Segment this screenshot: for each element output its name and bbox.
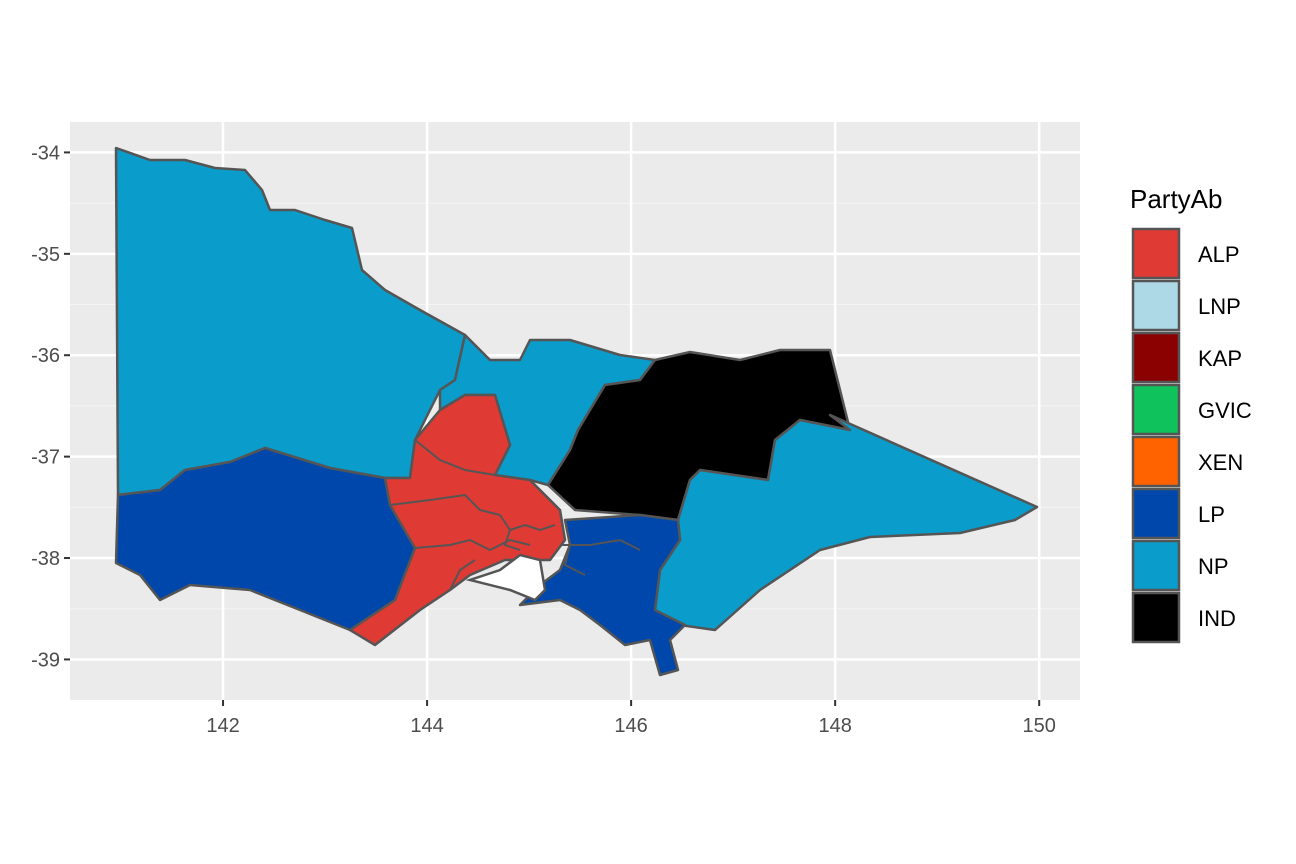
legend-key-gvic: [1131, 383, 1181, 436]
legend-label: ALP: [1198, 242, 1240, 267]
regions: [114, 146, 1039, 677]
legend-label: XEN: [1198, 450, 1243, 475]
legend-key-np: [1131, 539, 1181, 592]
legend-title: PartyAb: [1130, 184, 1223, 214]
legend-key-alp: [1131, 227, 1181, 280]
legend-key-xen: [1131, 435, 1181, 488]
legend-label: LNP: [1198, 294, 1241, 319]
legend-label: GVIC: [1198, 398, 1252, 423]
legend: PartyAb ALP LNP KAP GVIC XEN LP NP IND: [1130, 184, 1252, 644]
x-tick-label: 148: [818, 715, 851, 737]
y-tick-label: -34: [31, 142, 60, 164]
x-tick-label: 150: [1023, 715, 1056, 737]
legend-label: NP: [1198, 554, 1229, 579]
y-tick-label: -38: [31, 548, 60, 570]
legend-key-lnp: [1131, 279, 1181, 332]
y-tick-label: -39: [31, 649, 60, 671]
y-tick-label: -35: [31, 244, 60, 266]
x-tick-label: 146: [614, 715, 647, 737]
y-tick-label: -36: [31, 345, 60, 367]
legend-label: KAP: [1198, 346, 1242, 371]
legend-label: LP: [1198, 502, 1225, 527]
metro-boundaries: [389, 439, 641, 591]
region-alp-central: [348, 393, 567, 647]
x-tick-label: 142: [206, 715, 239, 737]
legend-key-lp: [1131, 487, 1181, 540]
legend-key-ind: [1131, 591, 1181, 644]
x-tick-label: 144: [410, 715, 443, 737]
y-tick-label: -37: [31, 447, 60, 469]
legend-label: IND: [1198, 606, 1236, 631]
y-axis: -34 -35 -36 -37 -38 -39: [31, 142, 70, 671]
legend-key-kap: [1131, 331, 1181, 384]
x-axis: 142 144 146 148 150: [206, 700, 1056, 737]
port-phillip-bay: [465, 553, 547, 602]
